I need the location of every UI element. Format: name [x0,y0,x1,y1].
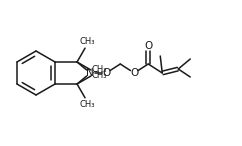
Text: CH₃: CH₃ [79,37,95,46]
Text: CH₃: CH₃ [79,100,95,109]
Text: O: O [102,68,110,78]
Text: O: O [130,68,138,78]
Text: N: N [86,68,94,78]
Text: CH₃: CH₃ [91,72,107,80]
Text: O: O [144,41,152,51]
Text: CH₃: CH₃ [91,66,107,74]
